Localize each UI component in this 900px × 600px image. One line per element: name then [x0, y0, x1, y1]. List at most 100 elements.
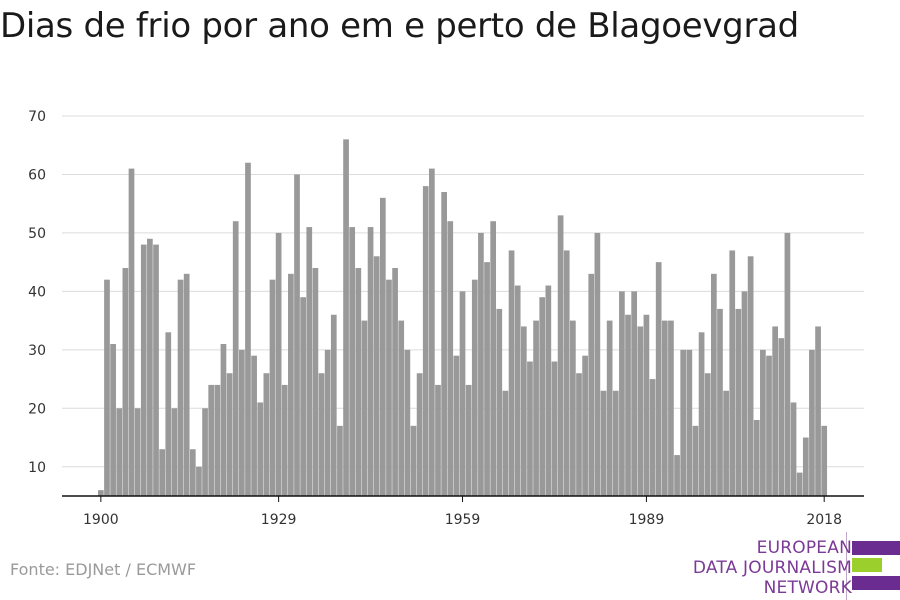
bar-1955[interactable]: [435, 384, 441, 496]
bar-2018[interactable]: [821, 425, 828, 496]
bar-1914[interactable]: [183, 273, 190, 496]
bar-1908[interactable]: [147, 238, 153, 496]
bar-1912[interactable]: [171, 408, 178, 496]
bar-1989[interactable]: [643, 314, 650, 496]
bar-1988[interactable]: [637, 326, 644, 496]
bar-1993[interactable]: [668, 320, 674, 496]
bar-1990[interactable]: [649, 379, 656, 496]
bar-1994[interactable]: [674, 455, 680, 496]
bar-1969[interactable]: [520, 326, 527, 496]
bar-1954[interactable]: [429, 168, 435, 496]
bar-1975[interactable]: [557, 215, 564, 496]
bar-1905[interactable]: [128, 168, 135, 496]
bar-1946[interactable]: [379, 197, 386, 496]
bar-2005[interactable]: [741, 291, 748, 496]
bar-1966[interactable]: [502, 390, 509, 496]
bar-1923[interactable]: [238, 349, 245, 496]
bar-1929[interactable]: [275, 232, 282, 497]
bar-1985[interactable]: [619, 291, 625, 496]
bar-1948[interactable]: [392, 267, 398, 496]
bar-1913[interactable]: [177, 279, 184, 496]
edjnet-logo[interactable]: EUROPEAN DATA JOURNALISM NETWORK: [693, 532, 900, 600]
bar-1904[interactable]: [122, 267, 129, 496]
bar-1984[interactable]: [612, 390, 619, 496]
bar-1957[interactable]: [447, 221, 454, 496]
bar-1907[interactable]: [140, 244, 147, 496]
bar-1961[interactable]: [471, 279, 478, 496]
bar-1903[interactable]: [116, 408, 123, 496]
bar-1941[interactable]: [349, 227, 356, 496]
bar-1986[interactable]: [625, 314, 631, 496]
bar-2000[interactable]: [711, 273, 717, 496]
bar-1921[interactable]: [226, 373, 233, 496]
bar-1927[interactable]: [263, 373, 270, 496]
bar-1981[interactable]: [594, 232, 601, 497]
bar-1950[interactable]: [404, 349, 411, 496]
bar-2014[interactable]: [796, 472, 803, 496]
bar-1997[interactable]: [692, 425, 699, 496]
bar-1991[interactable]: [655, 262, 662, 496]
bar-1962[interactable]: [478, 232, 484, 497]
bar-1973[interactable]: [545, 285, 552, 496]
bar-1910[interactable]: [159, 449, 165, 496]
bar-2007[interactable]: [753, 419, 760, 496]
bar-1902[interactable]: [110, 343, 116, 496]
bar-1909[interactable]: [153, 244, 159, 496]
bar-1900[interactable]: [98, 490, 104, 496]
bar-1979[interactable]: [582, 355, 588, 496]
bar-1972[interactable]: [539, 297, 546, 496]
bar-1982[interactable]: [600, 390, 607, 496]
bar-1945[interactable]: [373, 256, 380, 496]
bar-1976[interactable]: [563, 250, 570, 496]
bar-1959[interactable]: [459, 291, 466, 496]
bar-1953[interactable]: [422, 186, 429, 496]
bar-2006[interactable]: [747, 256, 754, 496]
bar-2009[interactable]: [766, 355, 772, 496]
bar-1963[interactable]: [484, 262, 490, 496]
bar-2004[interactable]: [735, 308, 742, 496]
bar-2010[interactable]: [772, 326, 778, 496]
bar-2017[interactable]: [815, 326, 821, 496]
bar-1983[interactable]: [606, 320, 613, 496]
bar-2015[interactable]: [802, 437, 809, 496]
bar-1925[interactable]: [251, 355, 257, 496]
bar-2011[interactable]: [778, 338, 785, 496]
bar-1971[interactable]: [533, 320, 539, 496]
bar-1901[interactable]: [104, 279, 110, 496]
bar-1998[interactable]: [698, 332, 705, 496]
bar-1987[interactable]: [631, 291, 638, 496]
bar-1980[interactable]: [588, 273, 595, 496]
bar-1919[interactable]: [214, 384, 221, 496]
bar-1999[interactable]: [704, 373, 711, 496]
bar-1952[interactable]: [416, 373, 423, 496]
bar-2001[interactable]: [717, 308, 723, 496]
bar-1947[interactable]: [386, 279, 392, 496]
bar-1977[interactable]: [570, 320, 576, 496]
bar-1967[interactable]: [508, 250, 515, 496]
bar-1951[interactable]: [410, 425, 417, 496]
bar-1920[interactable]: [220, 343, 227, 496]
bar-1949[interactable]: [398, 320, 405, 496]
bar-1911[interactable]: [165, 332, 172, 496]
bar-1940[interactable]: [343, 139, 349, 496]
bar-1932[interactable]: [294, 174, 300, 497]
bar-1956[interactable]: [441, 191, 447, 497]
bar-1934[interactable]: [306, 227, 313, 496]
bar-2016[interactable]: [809, 349, 815, 496]
bar-1937[interactable]: [324, 349, 331, 496]
bar-1974[interactable]: [551, 361, 558, 496]
bar-1968[interactable]: [514, 285, 521, 496]
bar-2012[interactable]: [784, 232, 791, 497]
bar-1917[interactable]: [202, 408, 208, 496]
bar-1960[interactable]: [465, 384, 472, 496]
bar-2008[interactable]: [760, 349, 766, 496]
bar-1978[interactable]: [576, 373, 582, 496]
bar-1995[interactable]: [680, 349, 687, 496]
bar-1970[interactable]: [527, 361, 533, 496]
bar-1933[interactable]: [300, 297, 306, 496]
bar-1996[interactable]: [686, 349, 693, 496]
bar-1918[interactable]: [208, 384, 215, 496]
bar-1943[interactable]: [361, 320, 368, 496]
bar-1965[interactable]: [496, 308, 503, 496]
bar-2002[interactable]: [723, 390, 729, 496]
